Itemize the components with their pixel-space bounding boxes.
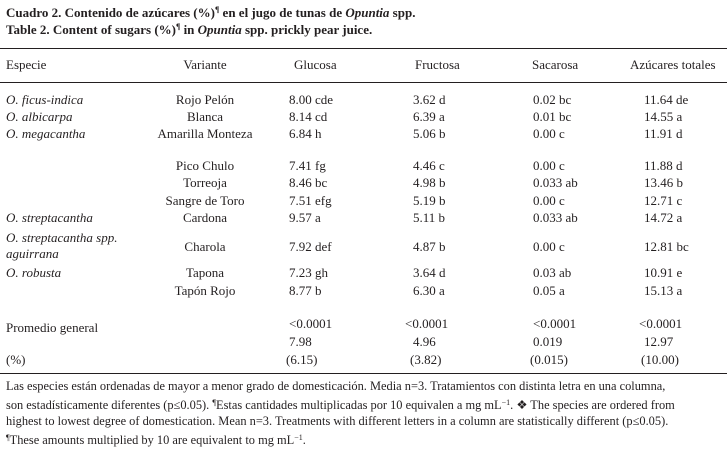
row-sacarosa: 0.00 c	[533, 126, 565, 141]
header-rule	[0, 82, 727, 83]
bottom-rule	[0, 373, 727, 374]
summary-pvalue-sacarosa: <0.0001	[533, 316, 577, 331]
row-totales: 11.64 de	[644, 92, 689, 107]
header-totales: Azúcares totales	[630, 57, 716, 72]
row-fructosa: 5.19 b	[413, 193, 446, 208]
caption-english: Table 2. Content of sugars (%)¶ in Opunt…	[6, 22, 373, 37]
summary-cv-glucosa: (6.15)	[286, 352, 318, 367]
row-variante: Sangre de Toro	[165, 193, 245, 208]
row-especie: O. streptacantha	[6, 210, 93, 225]
row-sacarosa: 0.00 c	[533, 193, 565, 208]
summary-label: Promedio general	[6, 320, 99, 335]
row-fructosa: 4.87 b	[413, 239, 446, 254]
header-especie: Especie	[6, 57, 47, 72]
row-glucosa: 9.57 a	[289, 210, 321, 225]
top-rule	[0, 48, 727, 49]
row-glucosa: 8.00 cde	[289, 92, 334, 107]
row-fructosa: 3.62 d	[413, 92, 446, 107]
row-totales: 12.81 bc	[644, 239, 689, 254]
row-glucosa: 8.46 bc	[289, 175, 328, 190]
row-sacarosa: 0.00 c	[533, 158, 565, 173]
row-totales: 14.55 a	[644, 109, 683, 124]
row-variante: Rojo Pelón	[175, 92, 235, 107]
row-variante: Charola	[184, 239, 226, 254]
summary-pvalue-fructosa: <0.0001	[405, 316, 449, 331]
summary-cv-fructosa: (3.82)	[410, 352, 442, 367]
row-sacarosa: 0.033 ab	[533, 175, 578, 190]
row-variante: Pico Chulo	[175, 158, 235, 173]
header-sacarosa: Sacarosa	[532, 57, 579, 72]
row-fructosa: 3.64 d	[413, 265, 446, 280]
row-fructosa: 5.06 b	[413, 126, 446, 141]
row-sacarosa: 0.033 ab	[533, 210, 578, 225]
row-totales: 15.13 a	[644, 283, 683, 298]
header-fructosa: Fructosa	[415, 57, 460, 72]
row-variante: Tapona	[185, 265, 225, 280]
summary-cv-label: (%)	[6, 352, 26, 367]
row-especie: O. robusta	[6, 265, 62, 280]
row-sacarosa: 0.02 bc	[533, 92, 572, 107]
row-sacarosa: 0.05 a	[533, 283, 565, 298]
summary-mean-glucosa: 7.98	[289, 334, 312, 349]
row-variante: Cardona	[182, 210, 228, 225]
summary-mean-fructosa: 4.96	[413, 334, 436, 349]
row-glucosa: 7.51 efg	[289, 193, 332, 208]
summary-mean-sacarosa: 0.019	[533, 334, 563, 349]
row-fructosa: 5.11 b	[413, 210, 446, 225]
row-variante: Blanca	[186, 109, 224, 124]
row-fructosa: 4.46 c	[413, 158, 445, 173]
row-variante: Torreoja	[183, 175, 227, 190]
summary-pvalue-totales: <0.0001	[639, 316, 683, 331]
row-glucosa: 7.92 def	[289, 239, 332, 254]
caption-spanish: Cuadro 2. Contenido de azúcares (%)¶ en …	[6, 5, 416, 20]
summary-pvalue-glucosa: <0.0001	[289, 316, 333, 331]
row-totales: 11.91 d	[644, 126, 683, 141]
row-fructosa: 6.30 a	[413, 283, 445, 298]
row-variante: Amarilla Monteza	[157, 126, 253, 141]
footnote-line-3: highest to lowest degree of domesticatio…	[6, 414, 669, 428]
summary-mean-totales: 12.97	[644, 334, 674, 349]
row-especie: O. ficus-indica	[6, 92, 84, 107]
footnote-line-2: son estadísticamente diferentes (p≤0.05)…	[6, 397, 675, 412]
row-sacarosa: 0.03 ab	[533, 265, 572, 280]
header-glucosa: Glucosa	[294, 57, 337, 72]
footnote-line-1: Las especies están ordenadas de mayor a …	[6, 379, 666, 393]
row-especie: O. megacantha	[6, 126, 86, 141]
row-sacarosa: 0.01 bc	[533, 109, 572, 124]
row-especie: O. streptacantha spp.	[6, 230, 118, 245]
footnote-line-4: ¶These amounts multiplied by 10 are equi…	[6, 432, 306, 447]
row-especie-continued: aguirrana	[6, 246, 59, 261]
header-variante: Variante	[183, 57, 227, 72]
row-totales: 11.88 d	[644, 158, 683, 173]
row-totales: 13.46 b	[644, 175, 683, 190]
summary-cv-totales: (10.00)	[641, 352, 679, 367]
row-glucosa: 8.14 cd	[289, 109, 328, 124]
row-variante: Tapón Rojo	[174, 283, 236, 298]
row-totales: 12.71 c	[644, 193, 683, 208]
row-fructosa: 6.39 a	[413, 109, 445, 124]
row-totales: 10.91 e	[644, 265, 683, 280]
table-footnote: Las especies están ordenadas de mayor a …	[6, 378, 724, 448]
row-fructosa: 4.98 b	[413, 175, 446, 190]
row-glucosa: 8.77 b	[289, 283, 322, 298]
row-especie: O. albicarpa	[6, 109, 73, 124]
row-glucosa: 7.23 gh	[289, 265, 328, 280]
row-glucosa: 7.41 fg	[289, 158, 326, 173]
summary-cv-sacarosa: (0.015)	[530, 352, 568, 367]
row-glucosa: 6.84 h	[289, 126, 322, 141]
row-sacarosa: 0.00 c	[533, 239, 565, 254]
row-totales: 14.72 a	[644, 210, 683, 225]
